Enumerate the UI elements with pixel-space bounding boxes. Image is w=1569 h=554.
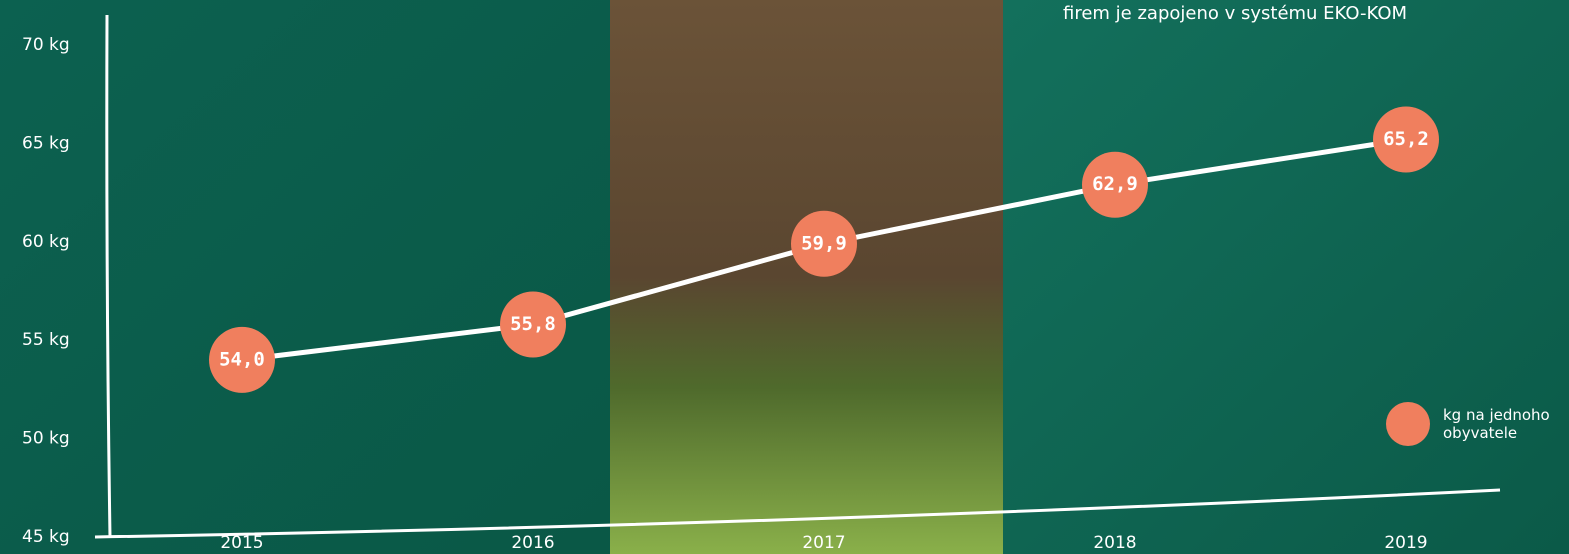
legend-label: kg na jednoho obyvatele xyxy=(1443,406,1569,442)
value-label: 62,9 xyxy=(1092,173,1138,195)
value-label: 65,2 xyxy=(1383,128,1429,150)
background-photo xyxy=(610,0,1003,554)
page: firem je zapojeno v systému EKO-KOM 45 k… xyxy=(0,0,1569,554)
y-tick-label: 55 kg xyxy=(22,330,70,350)
x-tick-label: 2018 xyxy=(1093,533,1136,553)
y-tick-label: 65 kg xyxy=(22,133,70,153)
x-tick-label: 2015 xyxy=(220,533,263,553)
x-tick-label: 2017 xyxy=(802,533,845,553)
background xyxy=(0,0,610,554)
value-label: 55,8 xyxy=(510,313,556,335)
annotation: firem je zapojeno v systému EKO-KOM xyxy=(1063,3,1407,24)
x-tick-label: 2019 xyxy=(1384,533,1427,553)
y-tick-label: 70 kg xyxy=(22,35,70,55)
value-label: 59,9 xyxy=(801,232,847,254)
background xyxy=(1003,0,1569,554)
chart: firem je zapojeno v systému EKO-KOM 45 k… xyxy=(0,0,1569,554)
legend-marker xyxy=(1386,402,1430,446)
y-tick-label: 50 kg xyxy=(22,429,70,449)
x-tick-label: 2016 xyxy=(511,533,554,553)
value-label: 54,0 xyxy=(219,348,265,370)
y-tick-label: 60 kg xyxy=(22,232,70,252)
y-tick-label: 45 kg xyxy=(22,527,70,547)
